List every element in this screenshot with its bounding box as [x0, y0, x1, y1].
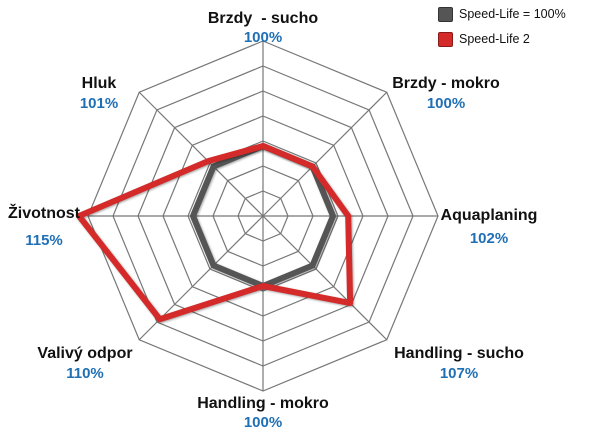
axis-value-4: 107% [440, 365, 478, 382]
legend-swatch-baseline [438, 6, 453, 22]
axis-label-4: Handling - sucho [394, 345, 524, 362]
legend-item-speedlife2: Speed-Life 2 [438, 28, 596, 50]
axis-value-6: 110% [66, 365, 104, 382]
legend-swatch-speedlife2 [438, 31, 453, 47]
grid-spoke-2 [262, 91, 388, 217]
radar-grid [87, 40, 439, 392]
axis-label-3: Aquaplaning [441, 207, 538, 224]
legend-label-speedlife2: Speed-Life 2 [459, 32, 530, 46]
axis-value-8: 101% [80, 95, 118, 112]
axis-label-6: Valivý odpor [37, 345, 132, 362]
grid-spoke-8 [138, 91, 264, 217]
axis-label-2: Brzdy - mokro [392, 75, 500, 92]
axis-value-7: 115% [25, 232, 63, 249]
axis-value-1: 100% [244, 29, 282, 46]
radar-series [76, 143, 354, 323]
series-speedlife2-line [76, 143, 354, 323]
axis-label-7: Životnost [8, 203, 81, 222]
axis-label-8: Hluk [82, 75, 117, 92]
axis-label-1: Brzdy - sucho [208, 10, 318, 27]
axis-value-2: 100% [427, 95, 465, 112]
grid-spoke-4 [262, 215, 388, 341]
legend-label-baseline: Speed-Life = 100% [459, 7, 566, 21]
axis-value-5: 100% [244, 414, 282, 431]
axis-label-5: Handling - mokro [197, 395, 329, 412]
legend-item-baseline: Speed-Life = 100% [438, 3, 596, 25]
legend: Speed-Life = 100% Speed-Life 2 [438, 3, 596, 53]
axis-labels: Brzdy - sucho 100% Brzdy - mokro 100% Aquapl… [8, 10, 537, 431]
axis-value-3: 102% [470, 230, 508, 247]
